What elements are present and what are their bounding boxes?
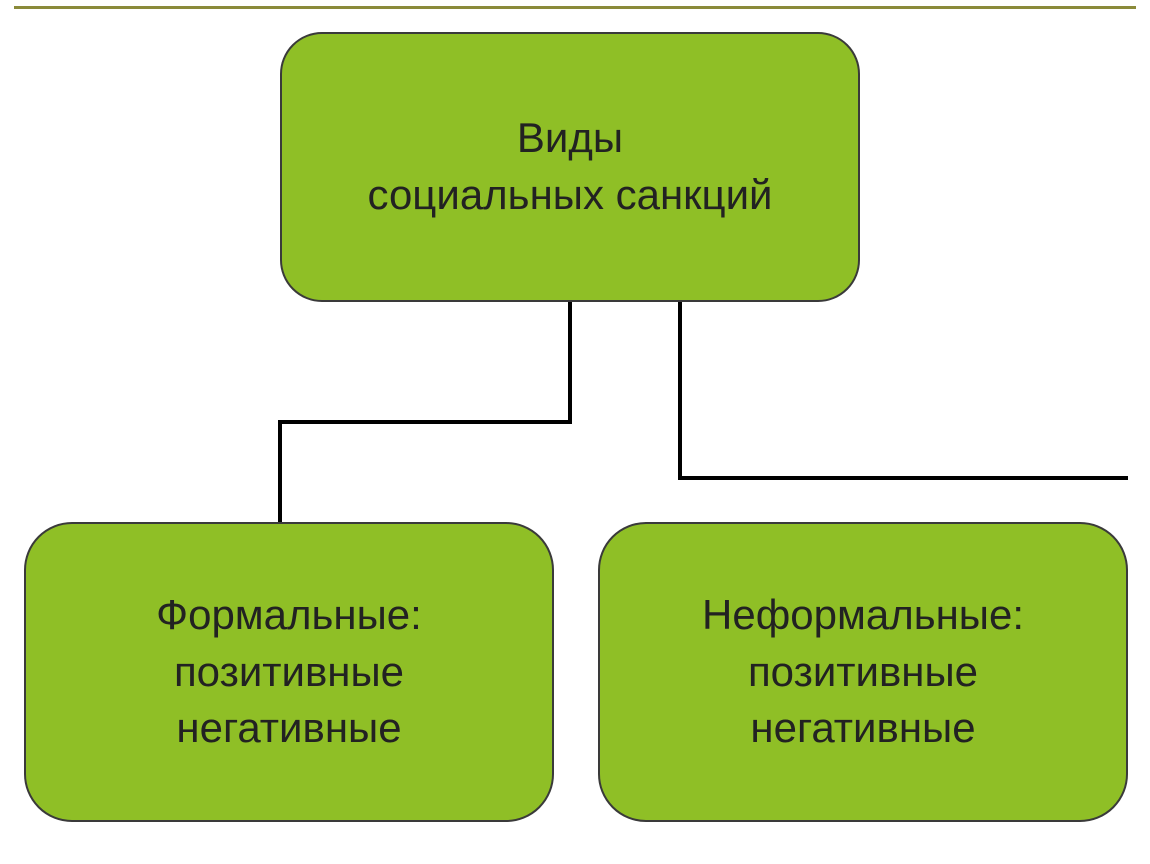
node-root: Виды социальных санкций — [280, 32, 860, 302]
top-rule — [14, 6, 1136, 9]
node-right-line-3: негативные — [750, 700, 975, 757]
node-right-line-1: Неформальные: — [702, 587, 1024, 644]
node-left-line-3: негативные — [176, 700, 401, 757]
edge-root-left — [280, 302, 570, 522]
node-root-line-1: Виды — [517, 110, 623, 167]
node-right-line-2: позитивные — [748, 644, 978, 701]
node-left-line-2: позитивные — [174, 644, 404, 701]
node-root-line-2: социальных санкций — [367, 167, 772, 224]
node-left: Формальные: позитивные негативные — [24, 522, 554, 822]
node-left-line-1: Формальные: — [156, 587, 422, 644]
node-right: Неформальные: позитивные негативные — [598, 522, 1128, 822]
edge-root-right — [680, 302, 1128, 478]
